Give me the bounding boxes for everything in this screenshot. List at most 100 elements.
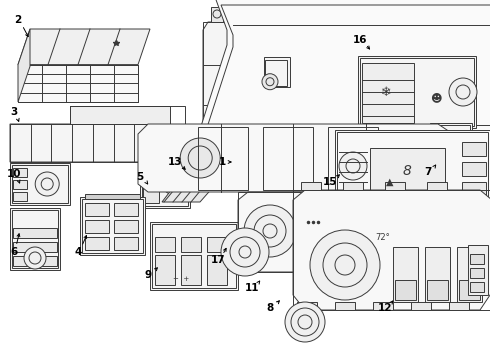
- Text: 3: 3: [10, 107, 18, 117]
- Text: 17: 17: [211, 255, 225, 265]
- Text: ▲: ▲: [386, 177, 394, 187]
- Bar: [13, 192, 27, 201]
- Bar: [10, 124, 170, 162]
- Bar: [363, 224, 403, 252]
- Bar: [432, 125, 470, 183]
- Text: 12: 12: [378, 303, 392, 313]
- Bar: [82, 199, 143, 253]
- Bar: [80, 197, 145, 255]
- Bar: [435, 148, 465, 160]
- Bar: [85, 194, 140, 199]
- Text: ☻: ☻: [430, 93, 442, 103]
- Text: 9: 9: [145, 270, 151, 280]
- Bar: [198, 127, 248, 190]
- Bar: [85, 237, 109, 250]
- Bar: [207, 237, 227, 252]
- Bar: [181, 255, 201, 285]
- Bar: [415, 194, 437, 264]
- Polygon shape: [238, 192, 480, 272]
- Polygon shape: [175, 158, 215, 185]
- Bar: [150, 222, 238, 290]
- Bar: [470, 254, 484, 264]
- Bar: [470, 268, 484, 278]
- Bar: [462, 182, 486, 196]
- Text: 8: 8: [403, 164, 412, 178]
- Bar: [143, 185, 159, 203]
- Circle shape: [439, 207, 487, 255]
- Polygon shape: [18, 29, 150, 64]
- Bar: [301, 182, 321, 190]
- Text: 11: 11: [245, 283, 259, 293]
- Polygon shape: [162, 185, 215, 202]
- Bar: [385, 182, 405, 190]
- Bar: [12, 165, 68, 203]
- Bar: [13, 242, 57, 252]
- Bar: [435, 165, 465, 177]
- Bar: [181, 237, 201, 252]
- Text: 6: 6: [10, 247, 18, 257]
- Bar: [430, 123, 472, 185]
- Bar: [114, 237, 138, 250]
- Circle shape: [262, 74, 278, 90]
- Polygon shape: [195, 0, 490, 145]
- Polygon shape: [18, 64, 138, 102]
- Bar: [211, 7, 223, 22]
- Bar: [462, 162, 486, 176]
- Bar: [459, 280, 480, 300]
- Text: 15: 15: [323, 177, 337, 187]
- Polygon shape: [18, 29, 30, 102]
- Bar: [155, 255, 175, 285]
- Polygon shape: [70, 106, 170, 124]
- Bar: [427, 280, 448, 300]
- Text: 8: 8: [267, 303, 273, 313]
- Bar: [457, 247, 482, 302]
- Bar: [152, 224, 236, 288]
- Bar: [337, 132, 488, 200]
- Text: 13: 13: [168, 157, 182, 167]
- Bar: [142, 155, 188, 206]
- Bar: [293, 190, 490, 310]
- Bar: [114, 203, 138, 216]
- Circle shape: [35, 172, 59, 196]
- Bar: [328, 127, 378, 190]
- Bar: [13, 256, 57, 266]
- Bar: [468, 245, 488, 295]
- Bar: [263, 127, 313, 190]
- Text: 72°: 72°: [376, 234, 391, 243]
- Circle shape: [339, 152, 367, 180]
- Bar: [238, 192, 480, 272]
- Circle shape: [339, 140, 375, 176]
- Circle shape: [161, 166, 191, 195]
- Bar: [470, 282, 484, 292]
- Text: 2: 2: [14, 15, 22, 25]
- Text: 5: 5: [136, 172, 144, 182]
- Bar: [13, 168, 27, 177]
- Bar: [425, 247, 450, 302]
- Bar: [331, 194, 353, 264]
- Bar: [203, 22, 238, 185]
- Bar: [18, 64, 138, 102]
- Bar: [155, 237, 175, 252]
- Bar: [373, 302, 393, 310]
- Circle shape: [24, 247, 46, 269]
- Bar: [362, 63, 414, 123]
- Polygon shape: [203, 22, 238, 185]
- Bar: [370, 148, 445, 194]
- Polygon shape: [293, 190, 490, 310]
- Text: 4: 4: [74, 247, 82, 257]
- Text: 10: 10: [7, 169, 21, 179]
- Circle shape: [244, 205, 296, 257]
- Text: 16: 16: [353, 35, 367, 45]
- Bar: [343, 182, 363, 190]
- Bar: [427, 182, 447, 190]
- Bar: [359, 194, 381, 264]
- Polygon shape: [10, 124, 170, 162]
- Bar: [85, 203, 109, 216]
- Bar: [114, 220, 138, 233]
- Circle shape: [180, 138, 220, 178]
- Bar: [297, 302, 317, 310]
- Bar: [387, 194, 409, 264]
- Bar: [335, 130, 490, 202]
- Bar: [360, 58, 474, 126]
- Bar: [303, 194, 325, 264]
